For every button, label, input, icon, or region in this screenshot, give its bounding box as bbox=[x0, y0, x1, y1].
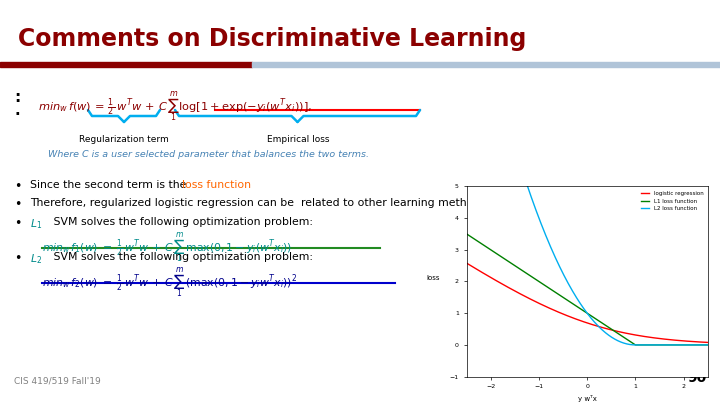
Line: L1 loss function: L1 loss function bbox=[467, 234, 708, 345]
L2 loss function bbox=[491, 76, 500, 81]
logistic regression bbox=[636, 333, 645, 338]
L2 loss function bbox=[614, 339, 623, 343]
Text: •: • bbox=[14, 198, 22, 211]
Text: CIS 419/519 Fall'19: CIS 419/519 Fall'19 bbox=[14, 376, 101, 385]
L1 loss function bbox=[631, 343, 640, 347]
logistic regression bbox=[558, 311, 567, 316]
L2 loss function bbox=[703, 343, 712, 347]
Line: logistic regression: logistic regression bbox=[467, 263, 708, 342]
L1 loss function bbox=[637, 343, 646, 347]
Text: Therefore, regularized logistic regression can be  related to other learning met: Therefore, regularized logistic regressi… bbox=[30, 198, 554, 208]
Text: Where C is a user selected parameter that balances the two terms.: Where C is a user selected parameter tha… bbox=[48, 150, 369, 159]
Text: :: : bbox=[14, 90, 20, 105]
Text: $min_w\,f(w)\,=\,\frac{1}{2}\,w^Tw\,+\,C\,\sum_1^m\log[1+\exp(-y_i(w^Tx_i))],$: $min_w\,f(w)\,=\,\frac{1}{2}\,w^Tw\,+\,C… bbox=[38, 89, 312, 124]
Legend: logistic regression, L1 loss function, L2 loss function: logistic regression, L1 loss function, L… bbox=[639, 189, 705, 213]
Line: L2 loss function: L2 loss function bbox=[467, 0, 708, 345]
X-axis label: y wᵀx: y wᵀx bbox=[577, 395, 597, 402]
Text: Empirical loss: Empirical loss bbox=[266, 135, 329, 144]
Bar bbox=[0, 62, 252, 67]
L1 loss function bbox=[638, 343, 647, 347]
L1 loss function bbox=[462, 231, 471, 236]
Text: Regularization term: Regularization term bbox=[79, 135, 169, 144]
Text: $min_w\,f_1(w)\;=\;\frac{1}{2}\,w^Tw\,+\,C\,\sum_1^m\,\max(0,1-y_i(w^Tx_i))$: $min_w\,f_1(w)\;=\;\frac{1}{2}\,w^Tw\,+\… bbox=[42, 231, 292, 265]
logistic regression bbox=[462, 261, 471, 266]
Text: •: • bbox=[14, 252, 22, 265]
Text: Since the second term is the: Since the second term is the bbox=[30, 180, 190, 190]
Text: SVM solves the following optimization problem:: SVM solves the following optimization pr… bbox=[50, 217, 313, 227]
logistic regression bbox=[491, 278, 500, 283]
L2 loss function bbox=[638, 343, 647, 347]
logistic regression bbox=[614, 329, 623, 334]
Text: $L_1$: $L_1$ bbox=[30, 217, 42, 231]
Bar bbox=[252, 62, 720, 67]
logistic regression bbox=[541, 304, 549, 309]
L1 loss function bbox=[558, 294, 567, 299]
Y-axis label: loss: loss bbox=[426, 275, 440, 281]
L1 loss function bbox=[541, 283, 549, 288]
Text: 90: 90 bbox=[687, 371, 706, 385]
Text: •: • bbox=[14, 217, 22, 230]
Text: SVM solves the following optimization problem:: SVM solves the following optimization pr… bbox=[50, 252, 313, 262]
Text: Comments on Discriminative Learning: Comments on Discriminative Learning bbox=[18, 27, 526, 51]
L2 loss function bbox=[541, 231, 549, 236]
L2 loss function bbox=[558, 269, 567, 274]
Text: $L_2$: $L_2$ bbox=[30, 252, 42, 266]
Text: •: • bbox=[14, 180, 22, 193]
L2 loss function bbox=[637, 343, 646, 347]
logistic regression bbox=[703, 340, 712, 345]
L2 loss function bbox=[631, 343, 640, 347]
L1 loss function bbox=[703, 343, 712, 347]
Text: $min_w\,f_2(w)\;=\;\frac{1}{2}\,w^Tw\,+\,C\,\sum_1^m\,(\max(0,1-y_iw^Tx_i))^2$: $min_w\,f_2(w)\;=\;\frac{1}{2}\,w^Tw\,+\… bbox=[42, 266, 297, 301]
logistic regression bbox=[637, 334, 646, 339]
L1 loss function bbox=[491, 251, 500, 256]
Text: loss function: loss function bbox=[182, 180, 251, 190]
Text: .: . bbox=[14, 103, 19, 118]
L1 loss function bbox=[614, 331, 623, 336]
